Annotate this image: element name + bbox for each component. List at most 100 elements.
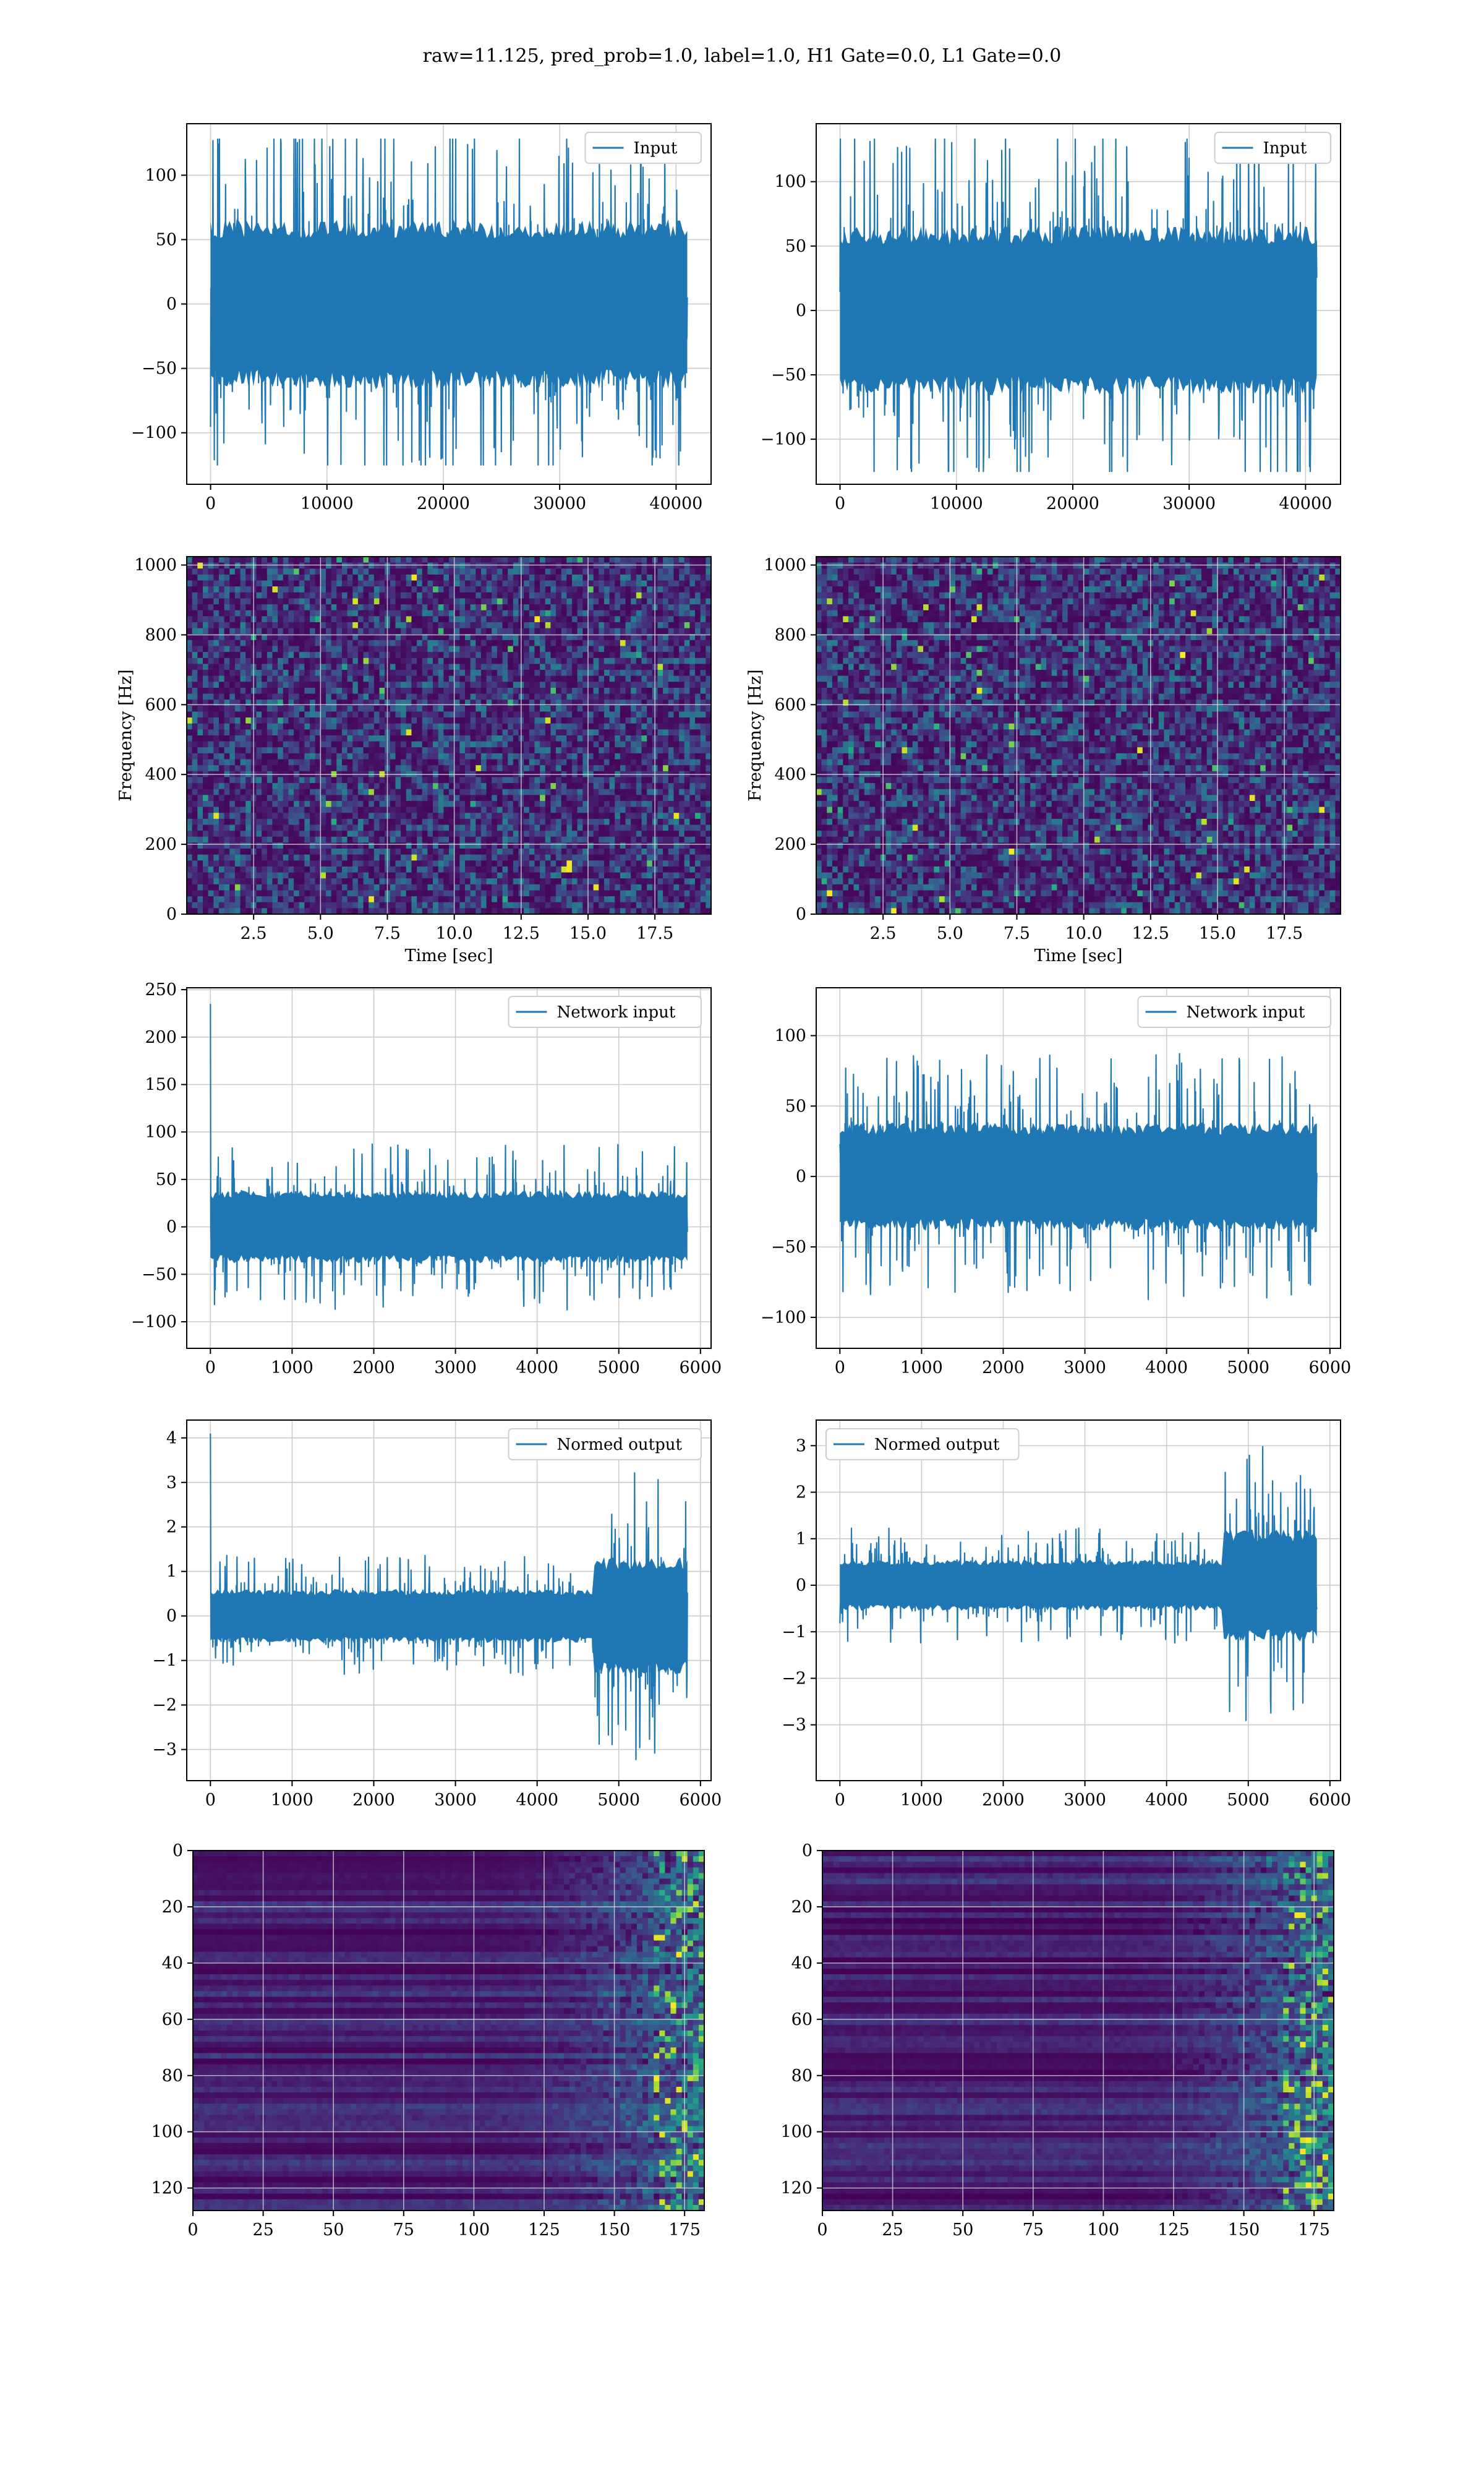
heatmap-cell: [395, 562, 401, 569]
x-tick-label: 10000: [930, 494, 983, 513]
heatmap-cell: [369, 700, 375, 706]
heatmap-cell: [401, 700, 407, 706]
heatmap-cell: [470, 693, 476, 700]
heatmap-cell: [347, 628, 353, 635]
heatmap-cell: [486, 765, 492, 772]
heatmap-cell: [561, 705, 567, 713]
heatmap-cell: [443, 765, 450, 772]
heatmap-cell: [357, 836, 364, 843]
heatmap-cell: [224, 807, 230, 813]
heatmap-cell: [363, 723, 369, 730]
heatmap-cell: [492, 693, 498, 700]
heatmap-cell: [197, 849, 203, 855]
heatmap-cell: [438, 849, 444, 855]
heatmap-cell: [464, 813, 471, 820]
legend-label: Input: [1263, 139, 1307, 158]
heatmap-cell: [390, 813, 396, 820]
heatmap-cell: [550, 675, 556, 682]
heatmap-cell: [363, 705, 369, 713]
heatmap-cell: [331, 598, 337, 605]
heatmap-cell: [320, 800, 326, 808]
heatmap-cell: [695, 813, 701, 820]
heatmap-cell: [234, 711, 241, 718]
heatmap-cell: [636, 598, 642, 605]
heatmap-cell: [587, 723, 594, 730]
heatmap-cell: [433, 562, 439, 569]
heatmap-cell: [587, 741, 594, 748]
heatmap-cell: [684, 610, 690, 617]
heatmap-cell: [272, 568, 278, 575]
heatmap-cell: [224, 652, 230, 659]
heatmap-cell: [363, 693, 369, 700]
heatmap-cell: [615, 592, 621, 599]
heatmap-cell: [502, 824, 508, 831]
heatmap-cell: [369, 747, 375, 754]
heatmap-cell: [566, 741, 573, 748]
heatmap-cell: [224, 664, 230, 670]
heatmap-cell: [379, 747, 385, 754]
heatmap-cell: [534, 711, 540, 718]
heatmap-cell: [406, 664, 412, 670]
heatmap-cell: [390, 592, 396, 599]
heatmap-cell: [513, 747, 519, 754]
heatmap-cell: [315, 753, 321, 760]
heatmap-cell: [475, 800, 482, 808]
heatmap-cell: [454, 598, 460, 605]
heatmap-cell: [294, 777, 300, 784]
heatmap-cell: [288, 753, 294, 760]
heatmap-cell: [577, 604, 583, 611]
heatmap-cell: [475, 777, 482, 784]
heatmap-cell: [475, 836, 482, 843]
heatmap-cell: [267, 568, 273, 575]
heatmap-cell: [411, 729, 417, 736]
heatmap-cell: [208, 586, 214, 593]
heatmap-cell: [464, 610, 471, 617]
heatmap-cell: [668, 604, 675, 611]
heatmap-cell: [599, 604, 605, 611]
heatmap-cell: [208, 789, 214, 795]
heatmap-cell: [631, 741, 637, 748]
heatmap-cell: [341, 592, 348, 599]
heatmap-cell: [534, 574, 540, 581]
heatmap-cell: [475, 741, 482, 748]
heatmap-cell: [492, 824, 498, 831]
heatmap-cell: [647, 675, 653, 682]
heatmap-cell: [561, 813, 567, 820]
heatmap-cell: [283, 628, 289, 635]
heatmap-cell: [556, 670, 562, 677]
heatmap-cell: [673, 813, 680, 820]
heatmap-cell: [192, 610, 198, 617]
heatmap-cell: [492, 849, 498, 855]
heatmap-cell: [278, 557, 284, 563]
heatmap-cell: [187, 813, 193, 820]
heatmap-cell: [283, 610, 289, 617]
x-tick-label: 20000: [1046, 494, 1099, 513]
heatmap-cell: [272, 562, 278, 569]
heatmap-cell: [689, 580, 696, 587]
heatmap-cell: [320, 616, 326, 623]
heatmap-cell: [192, 753, 198, 760]
heatmap-cell: [540, 783, 546, 790]
heatmap-cell: [657, 562, 663, 569]
heatmap-cell: [454, 813, 460, 820]
heatmap-cell: [620, 657, 626, 664]
heatmap-cell: [438, 664, 444, 670]
heatmap-cell: [706, 687, 712, 695]
heatmap-cell: [673, 646, 680, 653]
heatmap-cell: [497, 795, 503, 802]
heatmap-cell: [668, 705, 675, 713]
heatmap-cell: [299, 836, 305, 843]
heatmap-cell: [689, 675, 696, 682]
heatmap-cell: [411, 652, 417, 659]
heatmap-cell: [572, 640, 578, 647]
heatmap-cell: [234, 849, 241, 855]
heatmap-cell: [256, 693, 262, 700]
heatmap-cell: [663, 818, 669, 826]
heatmap-cell: [454, 717, 460, 724]
heatmap-cell: [513, 634, 519, 641]
heatmap-cell: [513, 824, 519, 831]
heatmap-cell: [443, 777, 450, 784]
heatmap-cell: [625, 836, 631, 843]
heatmap-cell: [304, 622, 310, 629]
heatmap-cell: [262, 610, 268, 617]
